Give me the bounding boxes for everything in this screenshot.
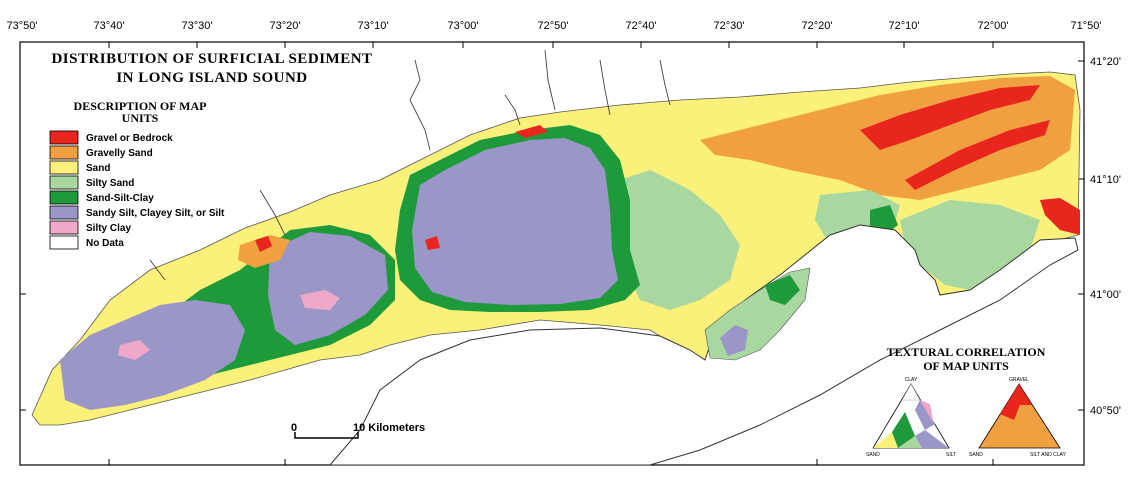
- west-gravelly: [238, 235, 290, 268]
- long-island-land: [328, 224, 1079, 466]
- north-shore-rivers: [149, 49, 671, 281]
- ternary-left-sand-label: SAND: [866, 452, 880, 458]
- ternary-left-top-label: CLAY: [905, 377, 918, 383]
- map-title-line1: DISTRIBUTION OF SURFICIAL SEDIMENT: [51, 51, 372, 67]
- legend: DESCRIPTION OF MAP UNITS Gravel or Bedro…: [49, 99, 225, 250]
- longitude-labels: 73°50' 73°40' 73°30' 73°20' 73°10' 73°00…: [7, 20, 1102, 32]
- ternary-gravel-sand-mud: GRAVEL SAND SILT AND CLAY: [969, 377, 1067, 458]
- north-shore-gravel: [515, 125, 548, 138]
- ternary-right-sand-label: SAND: [969, 452, 983, 458]
- scale-bar: 0 10 Kilometers: [291, 422, 425, 439]
- latitude-label: 40°50': [1090, 405, 1121, 417]
- longitude-label: 73°10': [358, 20, 389, 32]
- west-silt-purple-2: [60, 300, 245, 410]
- longitude-label: 72°30': [714, 20, 745, 32]
- legend-label-silt: Sandy Silt, Clayey Silt, or Silt: [86, 208, 225, 219]
- longitude-label: 72°10': [889, 20, 920, 32]
- legend-swatch-no-data: [49, 235, 79, 250]
- east-gravel: [860, 85, 1040, 150]
- legend-label-silty-sand: Silty Sand: [86, 178, 134, 189]
- ternary-right-top-label: GRAVEL: [1009, 377, 1029, 383]
- legend-label-gravel: Gravel or Bedrock: [86, 133, 173, 144]
- longitude-label: 72°40': [626, 20, 657, 32]
- legend-heading-line1: DESCRIPTION OF MAP: [74, 99, 207, 113]
- longitude-label: 72°20': [802, 20, 833, 32]
- textural-heading-line2: OF MAP UNITS: [923, 359, 1009, 373]
- legend-swatch-silty-clay: [49, 220, 79, 235]
- legend-label-silty-clay: Silty Clay: [86, 223, 131, 234]
- longitude-label: 73°00': [448, 20, 479, 32]
- west-silty-clay: [300, 290, 340, 310]
- north-shore-gravel-2: [425, 236, 440, 250]
- ternary-clay-sand-silt: CLAY SAND SILT: [866, 377, 956, 458]
- latitude-label: 41°20': [1090, 56, 1121, 68]
- peconic-ssc: [765, 275, 800, 305]
- legend-label-sand-silt-clay: Sand-Silt-Clay: [86, 193, 154, 204]
- longitude-label: 73°20': [270, 20, 301, 32]
- textural-correlation: TEXTURAL CORRELATION OF MAP UNITS CLAY S…: [866, 345, 1067, 458]
- legend-heading-line2: UNITS: [122, 111, 159, 125]
- scale-start-label: 0: [291, 422, 297, 434]
- west-silt-purple: [268, 232, 388, 345]
- longitude-label: 73°30': [182, 20, 213, 32]
- legend-swatch-silt: [49, 205, 79, 220]
- legend-items: Gravel or Bedrock Gravelly Sand Sand Sil…: [49, 130, 225, 250]
- central-silt-purple: [412, 138, 618, 305]
- scale-end-label: 10 Kilometers: [353, 422, 425, 434]
- latitude-label: 41°00': [1090, 289, 1121, 301]
- latitude-labels: 41°20' 41°10' 41°00' 40°50': [1090, 56, 1121, 417]
- scale-line: [294, 432, 359, 439]
- legend-swatch-gravel: [49, 130, 79, 145]
- longitude-label: 71°50': [1071, 20, 1102, 32]
- latitude-label: 41°10': [1090, 174, 1121, 186]
- ternary-right-mud-label: SILT AND CLAY: [1030, 452, 1067, 458]
- legend-label-sand: Sand: [86, 163, 110, 174]
- legend-label-no-data: No Data: [86, 238, 124, 249]
- legend-swatch-sand-silt-clay: [49, 190, 79, 205]
- legend-swatch-sand: [49, 160, 79, 175]
- textural-heading-line1: TEXTURAL CORRELATION: [887, 345, 1046, 359]
- legend-swatch-silty-sand: [49, 175, 79, 190]
- longitude-label: 72°00': [978, 20, 1009, 32]
- east-gravel-2: [905, 120, 1050, 190]
- longitude-label: 73°40': [94, 20, 125, 32]
- west-silty-clay-2: [118, 340, 150, 360]
- central-silty-sand: [620, 170, 740, 310]
- west-gravel: [255, 236, 272, 252]
- legend-swatch-gravelly-sand: [49, 145, 79, 160]
- peconic-silt: [720, 325, 748, 356]
- legend-label-gravelly-sand: Gravelly Sand: [86, 148, 153, 159]
- ternary-left-silt-label: SILT: [946, 452, 956, 458]
- race-gravel: [1040, 198, 1080, 235]
- longitude-label: 72°50': [538, 20, 569, 32]
- longitude-label: 73°50': [7, 20, 38, 32]
- map-title-line2: IN LONG ISLAND SOUND: [116, 70, 307, 86]
